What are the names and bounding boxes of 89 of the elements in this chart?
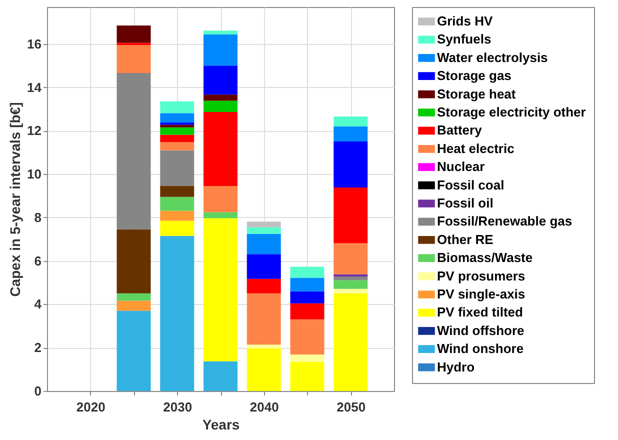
y-tick-label: 16 [27, 36, 42, 52]
bar [334, 288, 368, 294]
legend-label: Synfuels [437, 32, 492, 47]
legend-label: Biomass/Waste [437, 250, 533, 266]
bar [160, 122, 194, 125]
bar [204, 218, 238, 362]
bar [290, 278, 324, 292]
legend-label: Storage heat [437, 86, 516, 102]
y-tick-label: 14 [27, 80, 42, 95]
bar [334, 126, 368, 142]
legend-label: Nuclear [437, 159, 485, 174]
bar [160, 127, 194, 135]
bar [204, 186, 238, 212]
legend-label: Wind onshore [437, 341, 524, 356]
bar [246, 293, 281, 345]
bar [160, 150, 194, 186]
bar [290, 303, 324, 320]
bar [204, 66, 238, 95]
legend-label: PV single-axis [437, 286, 526, 302]
legend-label: Wind offshore [437, 322, 524, 338]
bar [116, 293, 151, 301]
bar [246, 234, 281, 254]
bar [246, 227, 281, 234]
y-tick-label: 12 [27, 123, 42, 138]
bar [204, 94, 238, 101]
x-tick-label: 2050 [336, 400, 366, 414]
bar [246, 222, 281, 228]
bar [334, 293, 368, 391]
bar [334, 243, 368, 274]
legend-label: PV prosumers [437, 268, 526, 284]
bar [246, 278, 281, 294]
y-tick-label: 0 [34, 384, 42, 398]
bar [204, 361, 238, 391]
x-axis-title: Years [202, 416, 240, 432]
bar [204, 100, 238, 112]
bar [334, 188, 368, 244]
bar [116, 45, 151, 73]
y-tick-label: 6 [34, 253, 42, 268]
bar [160, 236, 194, 391]
x-tick-label: 2040 [250, 400, 279, 414]
bar [160, 134, 194, 142]
legend-label: Heat electric [437, 140, 514, 156]
legend-label: Fossil/Renewable gas [437, 214, 572, 229]
bar [116, 72, 151, 230]
legend-label: Grids HV [437, 14, 493, 28]
bar [290, 266, 324, 278]
bar [334, 116, 368, 127]
legend-label: Fossil coal [437, 177, 504, 192]
bar [160, 101, 194, 114]
bar [204, 112, 238, 186]
bar [116, 25, 151, 43]
bar [290, 291, 324, 304]
legend-label: Fossil oil [437, 196, 494, 210]
bar [246, 254, 281, 279]
legend-label: PV fixed tilted [437, 304, 524, 320]
bar [290, 319, 324, 355]
legend-label: Hydro [437, 359, 475, 374]
legend-label: Other RE [437, 232, 494, 247]
legend-label: Storage gas [437, 68, 512, 84]
bar [204, 212, 238, 218]
bar [246, 344, 281, 348]
bar [160, 220, 194, 236]
x-tick-label: 2030 [163, 400, 192, 414]
bar [334, 276, 368, 280]
bar [116, 229, 151, 294]
bar [116, 300, 151, 311]
y-tick-label: 10 [27, 166, 42, 182]
bar [160, 196, 194, 211]
bar [160, 210, 194, 221]
bar [246, 348, 281, 391]
bar [204, 34, 238, 66]
x-tick-label: 2020 [76, 400, 106, 414]
legend-label: Water electrolysis [437, 50, 548, 65]
bar [334, 280, 368, 289]
y-tick-label: 8 [34, 210, 42, 225]
y-axis-title: Capex in 5-year intervals [b€] [7, 102, 24, 297]
bar [290, 354, 324, 362]
bar [160, 142, 194, 150]
bar [334, 142, 368, 188]
y-tick-label: 2 [34, 340, 42, 356]
y-tick-label: 4 [34, 296, 42, 312]
legend-label: Battery [437, 122, 483, 138]
bar [160, 186, 194, 197]
bar [160, 124, 194, 128]
bar [116, 310, 151, 391]
bar [290, 362, 324, 391]
bar [204, 30, 238, 35]
bar [160, 113, 194, 122]
legend-label: Storage electricity other [437, 104, 586, 120]
